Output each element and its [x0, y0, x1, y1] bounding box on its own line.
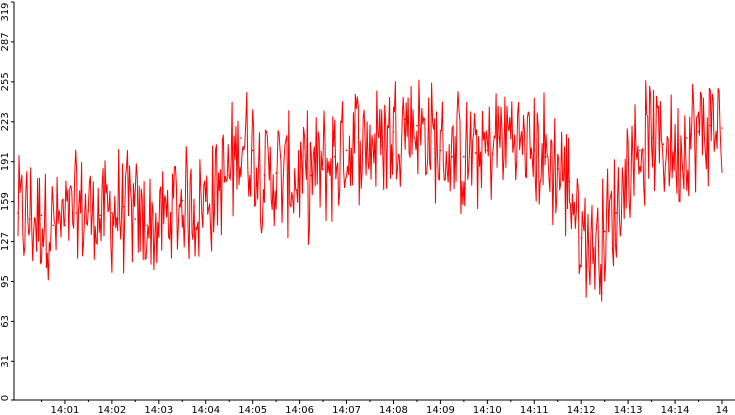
x-tick-label: 14:01 [51, 405, 80, 415]
x-tick-label: 14:05 [238, 405, 267, 415]
series-point [275, 172, 277, 174]
y-tick-label: 191 [0, 152, 11, 171]
series-point [568, 180, 571, 183]
series-point [451, 155, 453, 158]
x-tick-label: 14:08 [379, 405, 408, 415]
series-point [240, 137, 242, 139]
series-point [486, 149, 489, 152]
x-tick-label: 14:06 [285, 405, 314, 415]
series-point [87, 209, 90, 212]
series-point [181, 199, 184, 202]
series-point [463, 155, 465, 158]
series-point [556, 168, 559, 170]
series-point [193, 205, 195, 208]
series-point [627, 162, 629, 164]
series-point [427, 137, 430, 139]
series-point [615, 212, 618, 214]
series-point [64, 224, 66, 227]
x-tick-label: 14:13 [614, 405, 643, 415]
series-point [369, 143, 371, 146]
series-point [474, 152, 477, 154]
series-point [287, 177, 289, 179]
series-point [122, 205, 125, 208]
series-point [721, 127, 723, 129]
x-tick-label: 14 [716, 405, 729, 415]
series-point [322, 168, 324, 170]
series-point [263, 174, 266, 177]
series-point [298, 180, 301, 183]
series-point [134, 218, 137, 220]
series-point [99, 214, 101, 217]
series-point [228, 174, 230, 177]
series-point [697, 130, 700, 133]
x-tick-label: 14:02 [97, 405, 126, 415]
series-point [662, 143, 665, 146]
y-tick-label: 223 [0, 112, 11, 131]
y-tick-label: 95 [0, 275, 11, 288]
x-tick-label: 14:04 [191, 405, 220, 415]
series-point [650, 137, 653, 139]
series-point [498, 137, 500, 139]
series-point [392, 130, 395, 133]
y-tick-label: 127 [0, 232, 11, 251]
series-point [334, 155, 336, 158]
series-point [521, 143, 524, 146]
series-point [404, 118, 407, 121]
series-point [674, 149, 676, 152]
series-point [603, 230, 606, 233]
series-point [380, 137, 383, 139]
y-tick-label: 287 [0, 32, 11, 51]
x-tick-label: 14:07 [332, 405, 361, 415]
series-point [345, 149, 348, 152]
series-point [28, 218, 31, 220]
series-line [17, 79, 723, 302]
series-point [169, 212, 172, 214]
series-point [310, 174, 313, 177]
x-tick-label: 14:09 [426, 405, 455, 415]
series-point [357, 137, 360, 139]
series-point [709, 124, 712, 127]
series-point [545, 155, 547, 158]
y-tick-label: 319 [0, 2, 11, 21]
series-point [416, 124, 418, 127]
series-point [111, 212, 113, 214]
series-group [17, 79, 723, 302]
y-tick-label: 63 [0, 315, 11, 328]
series-point [639, 149, 641, 152]
series-point [40, 214, 43, 217]
axes-group [13, 2, 735, 401]
y-tick-label: 0 [0, 395, 11, 401]
series-point [533, 149, 536, 152]
y-tick-label: 159 [0, 192, 11, 211]
series-point [592, 243, 594, 245]
series-point [510, 130, 512, 133]
y-tick-label: 255 [0, 72, 11, 91]
series-point [204, 199, 207, 202]
y-tick-label: 31 [0, 355, 11, 368]
series-point [216, 187, 219, 189]
series-point [580, 237, 582, 239]
series-point [17, 212, 19, 214]
x-tick-label: 14:12 [567, 405, 596, 415]
series-point [686, 137, 688, 139]
x-tick-label: 14:14 [661, 405, 690, 415]
series-point [146, 224, 148, 227]
x-tick-label: 14:11 [520, 405, 549, 415]
x-tick-label: 14:10 [473, 405, 502, 415]
series-point [251, 149, 254, 152]
series-point [75, 212, 78, 214]
series-point [158, 227, 160, 229]
series-point [52, 224, 54, 227]
x-tick-label: 14:03 [144, 405, 173, 415]
series-point [439, 149, 442, 152]
